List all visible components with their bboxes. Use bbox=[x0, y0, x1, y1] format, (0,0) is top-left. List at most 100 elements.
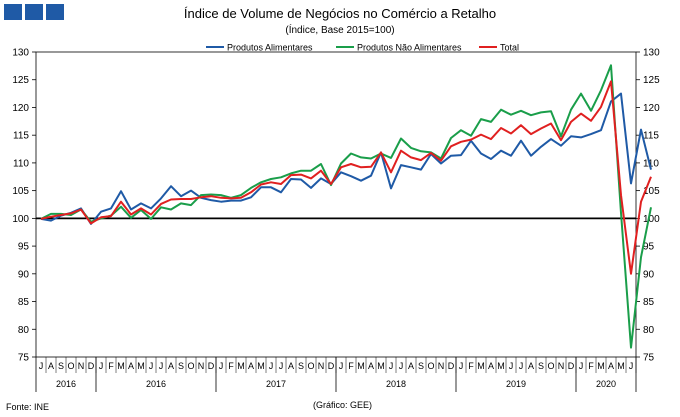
y-left-tick-label: 130 bbox=[12, 48, 29, 59]
y-left-tick-label: 120 bbox=[12, 103, 29, 114]
x-month-label: O bbox=[547, 361, 554, 371]
y-right-tick-label: 120 bbox=[643, 103, 660, 114]
y-right-tick-label: 100 bbox=[643, 214, 660, 225]
chart-subtitle: (Índice, Base 2015=100) bbox=[285, 25, 395, 36]
y-left-tick-label: 100 bbox=[12, 214, 29, 225]
x-month-label: O bbox=[187, 361, 194, 371]
x-month-label: J bbox=[399, 361, 404, 371]
x-month-label: S bbox=[298, 361, 304, 371]
x-month-label: A bbox=[488, 361, 494, 371]
x-month-label: A bbox=[128, 361, 134, 371]
x-month-label: F bbox=[228, 361, 234, 371]
x-month-label: J bbox=[339, 361, 344, 371]
y-left-tick-label: 90 bbox=[18, 269, 30, 280]
x-month-label: A bbox=[528, 361, 534, 371]
x-month-label: F bbox=[348, 361, 354, 371]
y-right-tick-label: 105 bbox=[643, 186, 660, 197]
legend-label: Produtos Alimentares bbox=[227, 43, 313, 53]
x-month-label: J bbox=[389, 361, 394, 371]
x-month-label: J bbox=[99, 361, 104, 371]
y-left-tick-label: 85 bbox=[18, 297, 30, 308]
x-month-label: J bbox=[149, 361, 154, 371]
x-month-label: J bbox=[459, 361, 464, 371]
x-month-label: M bbox=[617, 361, 625, 371]
x-month-label: F bbox=[108, 361, 114, 371]
x-month-label: M bbox=[237, 361, 245, 371]
logo-square bbox=[46, 4, 64, 20]
y-right-tick-label: 115 bbox=[643, 131, 659, 142]
series-line bbox=[40, 64, 652, 349]
logo-square bbox=[25, 4, 43, 20]
x-month-label: J bbox=[219, 361, 224, 371]
y-right-tick-label: 90 bbox=[643, 269, 655, 280]
x-month-label: N bbox=[198, 361, 205, 371]
x-year-label: 2017 bbox=[266, 379, 286, 389]
y-left-tick-label: 105 bbox=[12, 186, 29, 197]
x-month-label: O bbox=[427, 361, 434, 371]
x-year-label: 2020 bbox=[596, 379, 616, 389]
x-month-label: S bbox=[538, 361, 544, 371]
x-month-label: D bbox=[448, 361, 455, 371]
x-month-label: J bbox=[579, 361, 584, 371]
x-month-label: F bbox=[468, 361, 474, 371]
x-year-label: 2016 bbox=[56, 379, 76, 389]
y-right-tick-label: 75 bbox=[643, 353, 655, 364]
chart-title: Índice de Volume de Negócios no Comércio… bbox=[183, 6, 497, 21]
y-right-tick-label: 85 bbox=[643, 297, 655, 308]
logo-square bbox=[4, 4, 22, 20]
y-left-tick-label: 80 bbox=[18, 325, 30, 336]
x-month-label: A bbox=[168, 361, 174, 371]
x-month-label: M bbox=[477, 361, 485, 371]
series-line bbox=[40, 92, 652, 225]
x-year-label: 2018 bbox=[386, 379, 406, 389]
x-month-label: S bbox=[178, 361, 184, 371]
x-month-label: M bbox=[377, 361, 385, 371]
x-month-label: M bbox=[117, 361, 125, 371]
x-year-label: 2016 bbox=[146, 379, 166, 389]
legend-label: Total bbox=[500, 43, 519, 53]
x-month-label: D bbox=[88, 361, 95, 371]
x-month-label: O bbox=[307, 361, 314, 371]
x-month-label: J bbox=[509, 361, 514, 371]
x-month-label: A bbox=[288, 361, 294, 371]
x-month-label: J bbox=[159, 361, 164, 371]
y-right-tick-label: 125 bbox=[643, 75, 660, 86]
x-month-label: D bbox=[568, 361, 575, 371]
credit-note: (Gráfico: GEE) bbox=[313, 400, 373, 410]
x-month-label: J bbox=[519, 361, 524, 371]
x-month-label: J bbox=[39, 361, 44, 371]
x-month-label: J bbox=[629, 361, 634, 371]
y-left-tick-label: 115 bbox=[13, 131, 29, 142]
x-month-label: J bbox=[279, 361, 284, 371]
x-year-label: 2019 bbox=[506, 379, 526, 389]
y-right-tick-label: 80 bbox=[643, 325, 655, 336]
y-right-tick-label: 110 bbox=[643, 158, 659, 169]
logo bbox=[4, 4, 64, 20]
x-month-label: D bbox=[328, 361, 335, 371]
x-month-label: N bbox=[318, 361, 325, 371]
x-month-label: J bbox=[269, 361, 274, 371]
x-month-label: D bbox=[208, 361, 215, 371]
x-month-label: N bbox=[78, 361, 85, 371]
x-month-label: A bbox=[368, 361, 374, 371]
y-left-tick-label: 75 bbox=[18, 353, 30, 364]
y-right-tick-label: 95 bbox=[643, 242, 655, 253]
x-month-label: A bbox=[408, 361, 414, 371]
x-month-label: A bbox=[48, 361, 54, 371]
series-line bbox=[40, 80, 652, 275]
x-month-label: M bbox=[497, 361, 505, 371]
y-left-tick-label: 125 bbox=[12, 75, 29, 86]
x-month-label: M bbox=[257, 361, 265, 371]
x-month-label: O bbox=[67, 361, 74, 371]
x-month-label: N bbox=[558, 361, 565, 371]
x-month-label: M bbox=[597, 361, 605, 371]
x-month-label: M bbox=[137, 361, 145, 371]
x-month-label: A bbox=[248, 361, 254, 371]
x-month-label: S bbox=[58, 361, 64, 371]
legend-label: Produtos Não Alimentares bbox=[357, 43, 462, 53]
y-right-tick-label: 130 bbox=[643, 48, 660, 59]
x-month-label: A bbox=[608, 361, 614, 371]
y-left-tick-label: 95 bbox=[18, 242, 30, 253]
source-note: Fonte: INE bbox=[6, 402, 50, 412]
